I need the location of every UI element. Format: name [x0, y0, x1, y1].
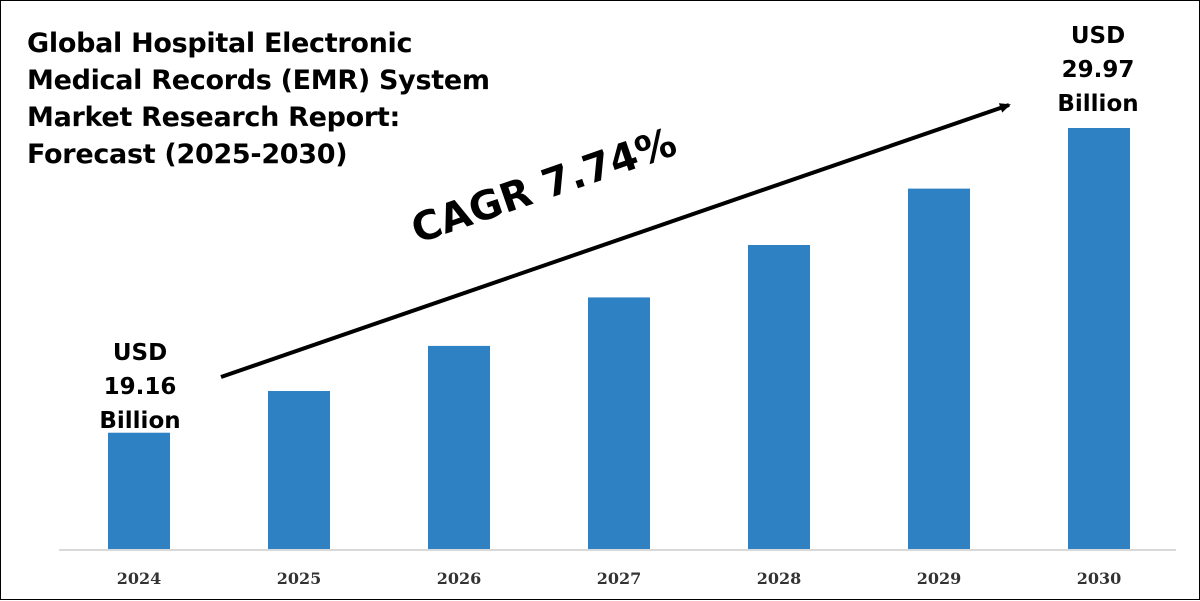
end-label-value: 29.97 — [1061, 57, 1135, 83]
title-line-3: Market Research Report: — [27, 102, 400, 133]
bar-2029 — [908, 188, 970, 550]
end-value-label: USD 29.97 Billion — [1043, 19, 1153, 121]
bar-2026 — [428, 345, 490, 550]
title-line-1: Global Hospital Electronic — [27, 28, 413, 59]
bar-2028 — [748, 244, 810, 550]
x-tick-label-2029: 2029 — [917, 569, 962, 588]
bar-2024 — [108, 432, 170, 550]
end-label-unit: Billion — [1057, 91, 1139, 117]
end-label-currency: USD — [1070, 23, 1126, 49]
start-label-currency: USD — [112, 340, 168, 366]
bar-2025 — [268, 391, 330, 550]
x-tick-label-2028: 2028 — [757, 569, 802, 588]
x-tick-label-2024: 2024 — [117, 569, 162, 588]
trend-arrow — [220, 103, 1011, 379]
start-label-unit: Billion — [99, 408, 181, 434]
chart-title: Global Hospital Electronic Medical Recor… — [27, 25, 547, 173]
x-tick-label-2027: 2027 — [597, 569, 642, 588]
x-tick-label-2030: 2030 — [1077, 569, 1122, 588]
title-line-4: Forecast (2025-2030) — [27, 139, 348, 170]
start-label-value: 19.16 — [103, 374, 177, 400]
bar-2027 — [588, 297, 650, 550]
bar-2030 — [1068, 128, 1130, 550]
x-tick-label-2025: 2025 — [277, 569, 322, 588]
title-line-2: Medical Records (EMR) System — [27, 65, 490, 96]
x-tick-label-2026: 2026 — [437, 569, 482, 588]
start-value-label: USD 19.16 Billion — [85, 336, 195, 438]
